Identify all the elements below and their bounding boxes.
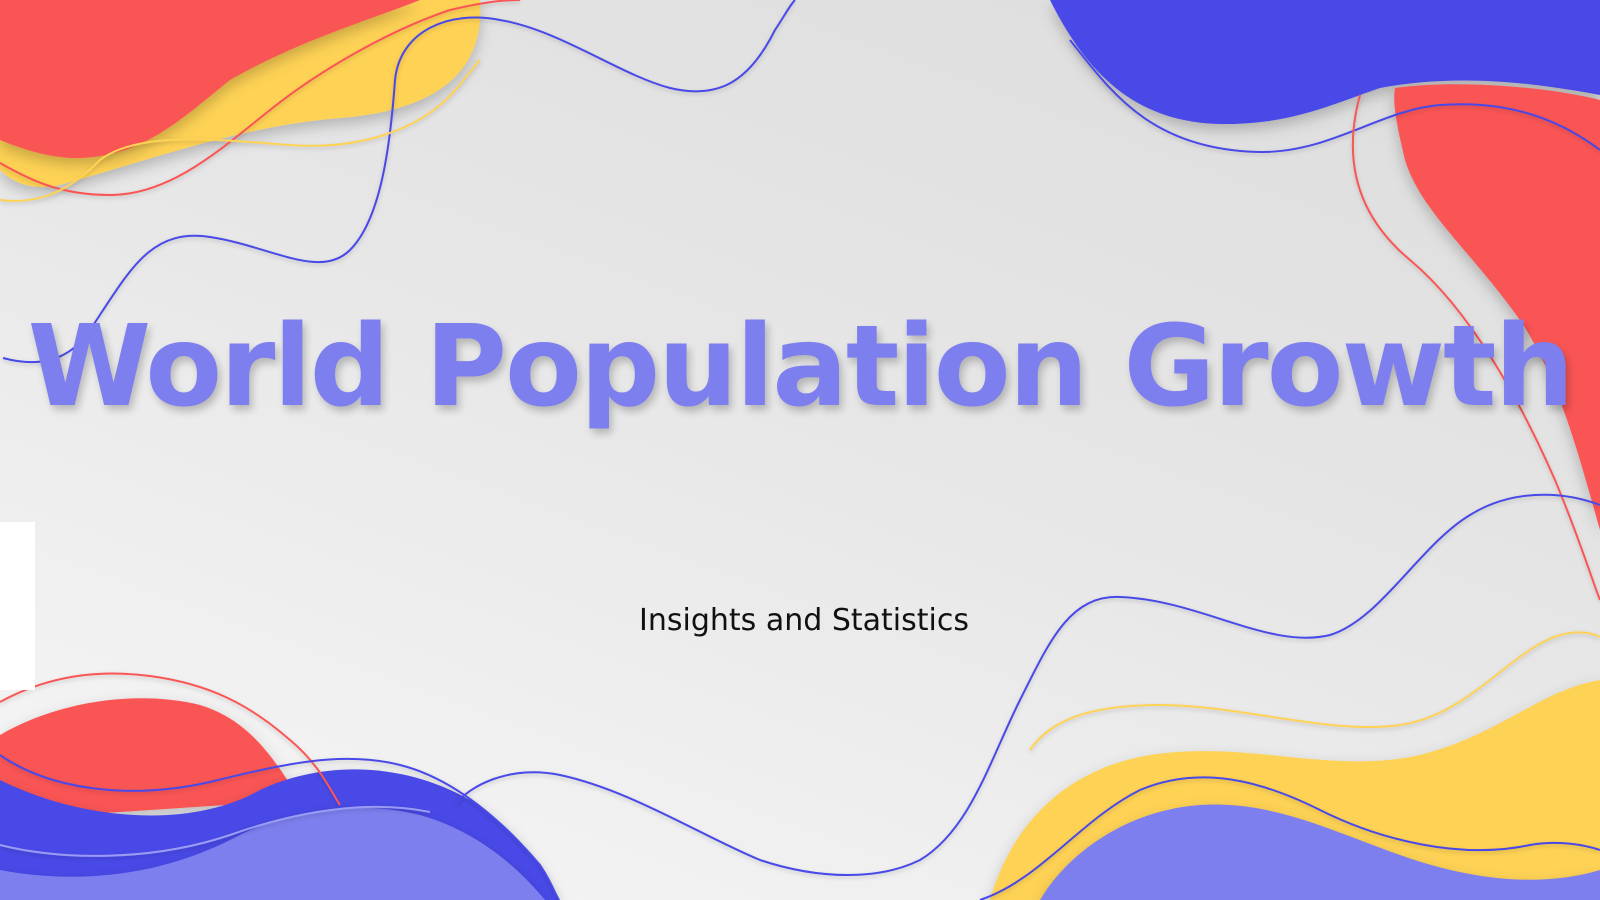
red-line-top-left (0, 0, 521, 197)
edge-tab (0, 522, 35, 690)
bottom-left-red-blob (0, 698, 300, 820)
slide-title: World Population Growth (27, 302, 1575, 432)
red-line-right (1351, 94, 1600, 601)
slide-subtitle: Insights and Statistics (639, 603, 969, 638)
top-right-red-blob (1394, 84, 1600, 531)
bottom-right-lavender-blob (1040, 804, 1600, 900)
blue-line-middle-right (454, 493, 1600, 876)
yellow-line-bottom-right (1029, 631, 1600, 751)
red-line-bottom-left (0, 672, 341, 806)
blue-line-top-right (1069, 39, 1600, 154)
yellow-line-top-left (0, 59, 481, 202)
blue-line-bottom-right (979, 776, 1600, 900)
top-right-blue-blob (1050, 0, 1600, 125)
bottom-left-lavender-blob (0, 807, 545, 900)
blue-line-bottom-left (0, 754, 559, 900)
top-left-red-blob (0, 0, 420, 159)
blue-line-top-left (2, 0, 796, 364)
lavender-line-bottom-left (0, 805, 431, 857)
